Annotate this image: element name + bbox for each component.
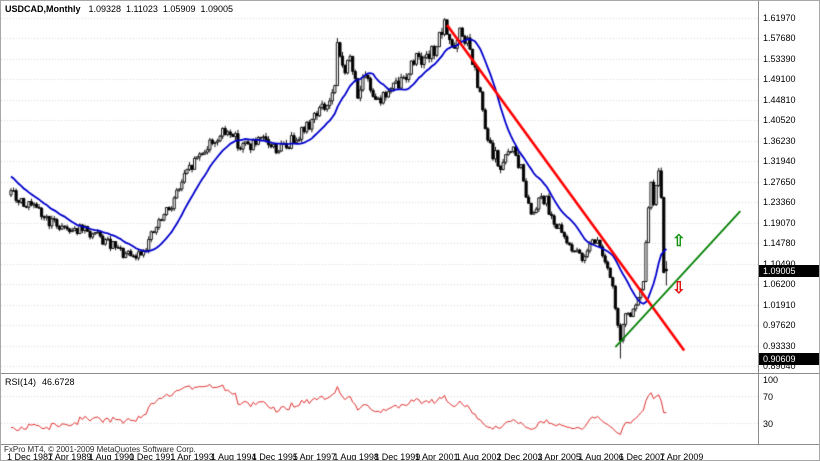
rsi-level-label: 100: [763, 375, 779, 385]
price-axis-label: 1.53390: [763, 53, 796, 64]
price-axis-label: 1.57680: [763, 33, 796, 44]
arrow-up-icon[interactable]: ⇧: [672, 233, 686, 251]
price-axis-label: 1.19070: [763, 217, 796, 228]
symbol-period-label: USDCAD,Monthly: [5, 4, 81, 14]
price-axis-label: 1.27650: [763, 176, 796, 187]
time-axis-label: 1 Dec 2007: [619, 452, 666, 461]
time-axis-label: 1 Aug 2006: [578, 452, 624, 461]
time-axis-label: 1 Apr 2005: [537, 452, 581, 461]
price-axis-label: 1.14780: [763, 238, 796, 249]
time-axis-label: 1 Dec 1987: [7, 452, 54, 461]
panel-divider: [1, 444, 819, 445]
panel-divider[interactable]: [1, 373, 819, 374]
time-axis-label: 1 Dec 1999: [374, 452, 421, 461]
price-axis-label: 0.89040: [763, 361, 796, 371]
time-axis-label: 1 Dec 1995: [251, 452, 298, 461]
time-axis-label: 1 Apr 1993: [170, 452, 214, 461]
time-axis-label: 1 Aug 1994: [211, 452, 257, 461]
time-axis-label: 1 Apr 1989: [47, 452, 92, 461]
rsi-indicator-label: RSI(14) 46.6728: [5, 377, 75, 387]
rsi-level-label: 70: [763, 392, 774, 403]
price-chart-canvas[interactable]: [1, 1, 758, 373]
price-axis-label: 1.10490: [763, 258, 796, 269]
price-axis-label: 0.97620: [763, 320, 796, 331]
rsi-name: RSI(14): [5, 377, 37, 387]
price-axis-label: 1.61970: [763, 13, 796, 23]
arrow-down-icon[interactable]: ⇩: [672, 279, 686, 297]
rsi-value: 46.6728: [42, 377, 75, 387]
price-axis-label: 1.06200: [763, 279, 796, 290]
copyright-label: FxPro MT4, © 2001-2009 MetaQuotes Softwa…: [4, 445, 196, 454]
price-axis-label: 1.23360: [763, 197, 796, 208]
rsi-indicator-canvas[interactable]: [1, 374, 758, 444]
chart-ohlc-header: USDCAD,Monthly 1.09328 1.11023 1.05909 1.090…: [5, 4, 238, 14]
price-axis-label: 1.44810: [763, 94, 796, 105]
time-axis-label: 1 Aug 1990: [88, 452, 135, 461]
high-value: 1.11023: [126, 4, 158, 14]
time-axis-label: 1 Aug 2002: [455, 452, 502, 461]
time-axis-label: 1 Dec 1991: [129, 452, 176, 461]
rsi-level-label: 30: [763, 418, 774, 429]
current-price-label: 1.09005: [759, 264, 819, 277]
time-axis-label: 1 Aug 1998: [333, 452, 379, 461]
low-value: 1.05909: [162, 4, 196, 14]
time-axis-label: 1 Apr 1997: [292, 452, 337, 461]
axis-divider: [758, 1, 759, 444]
price-axis-label: 1.01910: [763, 299, 796, 310]
close-value: 1.09005: [200, 4, 234, 14]
time-axis-label: 1 Apr 2001: [415, 452, 459, 461]
price-axis-label: 1.31940: [763, 156, 796, 167]
time-axis-label: 1 Dec 2003: [496, 452, 543, 461]
price-axis-label: 1.40520: [763, 115, 796, 126]
trendline-level-label: 0.90609: [759, 352, 819, 365]
price-axis-label: 0.93330: [763, 340, 796, 351]
price-axis-label: 1.49100: [763, 74, 796, 85]
open-value: 1.09328: [88, 4, 122, 14]
time-axis-label: 1 Apr 2009: [659, 452, 704, 461]
price-axis-label: 1.36230: [763, 135, 796, 146]
